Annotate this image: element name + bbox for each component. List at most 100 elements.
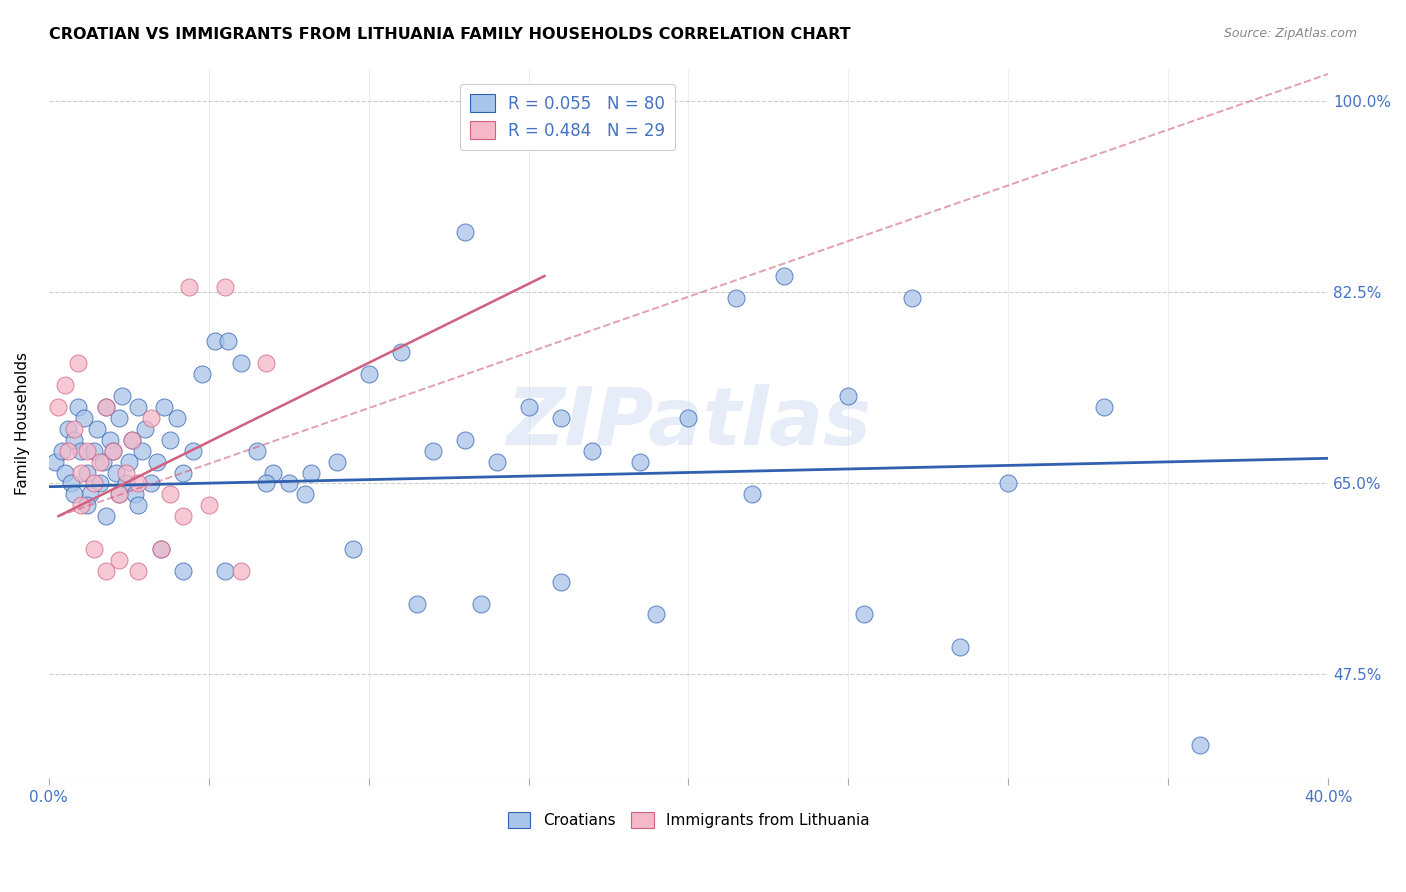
- Point: [69, 498, 91, 512]
- Point: [76, 466, 98, 480]
- Point: [76, 443, 98, 458]
- Point: [773, 268, 796, 283]
- Point: [96, 509, 118, 524]
- Point: [66, 356, 89, 370]
- Point: [246, 443, 269, 458]
- Point: [172, 564, 194, 578]
- Point: [51, 443, 73, 458]
- Point: [121, 433, 143, 447]
- Point: [179, 280, 201, 294]
- Point: [98, 433, 121, 447]
- Point: [46, 400, 69, 414]
- Point: [405, 597, 427, 611]
- Point: [69, 443, 91, 458]
- Point: [66, 400, 89, 414]
- Point: [44, 454, 66, 468]
- Point: [159, 433, 181, 447]
- Point: [83, 476, 105, 491]
- Point: [108, 553, 131, 567]
- Point: [181, 443, 204, 458]
- Point: [166, 411, 188, 425]
- Point: [127, 564, 149, 578]
- Point: [517, 400, 540, 414]
- Point: [197, 498, 219, 512]
- Point: [83, 443, 105, 458]
- Point: [1092, 400, 1115, 414]
- Point: [73, 411, 96, 425]
- Point: [127, 476, 149, 491]
- Point: [69, 466, 91, 480]
- Point: [725, 291, 748, 305]
- Point: [229, 564, 252, 578]
- Point: [60, 476, 83, 491]
- Point: [96, 564, 118, 578]
- Point: [96, 400, 118, 414]
- Point: [485, 454, 508, 468]
- Point: [357, 368, 380, 382]
- Point: [630, 454, 652, 468]
- Point: [104, 466, 127, 480]
- Point: [149, 541, 172, 556]
- Point: [550, 411, 572, 425]
- Point: [89, 476, 111, 491]
- Point: [83, 541, 105, 556]
- Point: [108, 487, 131, 501]
- Point: [217, 334, 239, 349]
- Point: [108, 411, 131, 425]
- Point: [997, 476, 1019, 491]
- Point: [422, 443, 444, 458]
- Point: [127, 498, 149, 512]
- Point: [53, 466, 76, 480]
- Point: [214, 280, 236, 294]
- Point: [837, 389, 859, 403]
- Point: [453, 433, 475, 447]
- Point: [949, 640, 972, 655]
- Point: [89, 454, 111, 468]
- Point: [191, 368, 214, 382]
- Legend: Croatians, Immigrants from Lithuania: Croatians, Immigrants from Lithuania: [502, 805, 876, 834]
- Y-axis label: Family Households: Family Households: [15, 351, 30, 495]
- Point: [56, 443, 79, 458]
- Point: [277, 476, 299, 491]
- Text: Source: ZipAtlas.com: Source: ZipAtlas.com: [1223, 27, 1357, 40]
- Point: [108, 487, 131, 501]
- Point: [53, 378, 76, 392]
- Point: [645, 607, 668, 622]
- Point: [76, 498, 98, 512]
- Point: [149, 541, 172, 556]
- Point: [254, 356, 277, 370]
- Text: ZIPatlas: ZIPatlas: [506, 384, 870, 462]
- Point: [114, 476, 136, 491]
- Point: [111, 389, 134, 403]
- Point: [389, 345, 412, 359]
- Point: [581, 443, 603, 458]
- Point: [342, 541, 364, 556]
- Point: [159, 487, 181, 501]
- Point: [146, 454, 169, 468]
- Point: [91, 454, 114, 468]
- Point: [127, 400, 149, 414]
- Point: [172, 509, 194, 524]
- Point: [470, 597, 492, 611]
- Point: [325, 454, 347, 468]
- Point: [153, 400, 176, 414]
- Point: [101, 443, 124, 458]
- Point: [550, 574, 572, 589]
- Point: [86, 422, 108, 436]
- Point: [134, 422, 156, 436]
- Point: [741, 487, 763, 501]
- Point: [262, 466, 284, 480]
- Point: [901, 291, 924, 305]
- Point: [172, 466, 194, 480]
- Point: [678, 411, 700, 425]
- Point: [63, 433, 86, 447]
- Point: [101, 443, 124, 458]
- Point: [139, 476, 162, 491]
- Point: [118, 454, 141, 468]
- Point: [56, 422, 79, 436]
- Point: [254, 476, 277, 491]
- Point: [299, 466, 322, 480]
- Point: [214, 564, 236, 578]
- Text: CROATIAN VS IMMIGRANTS FROM LITHUANIA FAMILY HOUSEHOLDS CORRELATION CHART: CROATIAN VS IMMIGRANTS FROM LITHUANIA FA…: [49, 27, 851, 42]
- Point: [114, 466, 136, 480]
